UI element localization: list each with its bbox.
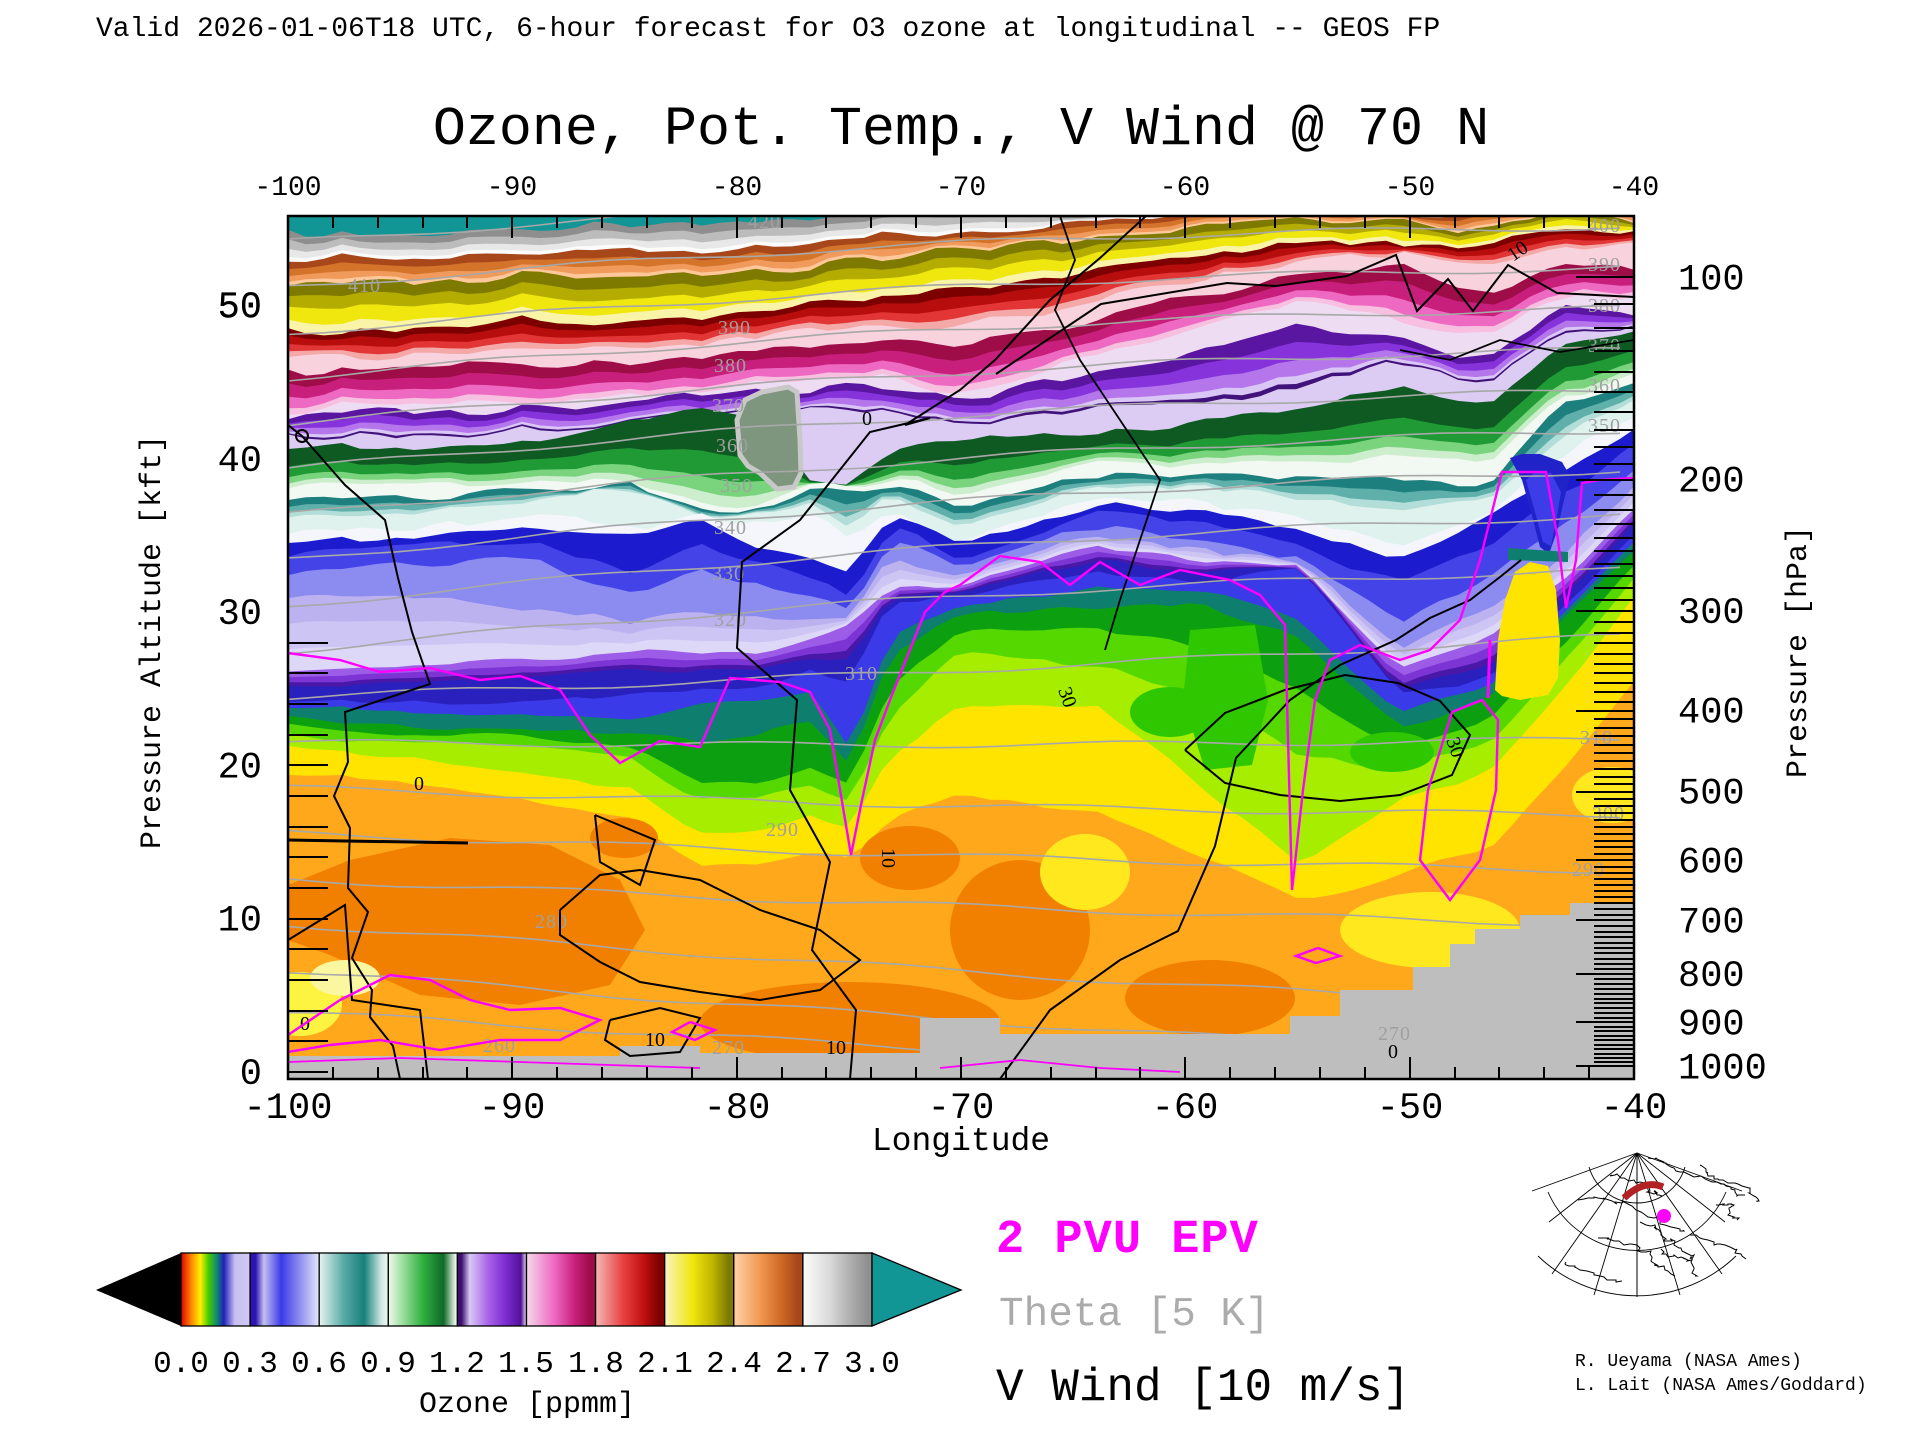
svg-text:-40: -40 xyxy=(1601,1088,1668,1130)
svg-text:410: 410 xyxy=(348,275,381,297)
svg-text:Ozone [ppmm]: Ozone [ppmm] xyxy=(419,1388,635,1422)
svg-text:1.8: 1.8 xyxy=(568,1347,624,1382)
svg-text:-50: -50 xyxy=(1377,1088,1444,1130)
svg-text:380: 380 xyxy=(1588,295,1621,317)
svg-text:0.0: 0.0 xyxy=(153,1347,209,1382)
svg-text:L. Lait (NASA Ames/Goddard): L. Lait (NASA Ames/Goddard) xyxy=(1575,1376,1867,1396)
svg-text:390: 390 xyxy=(1588,254,1621,276)
svg-text:-60: -60 xyxy=(1160,173,1210,204)
svg-text:340: 340 xyxy=(714,517,747,539)
svg-text:Valid 2026-01-06T18 UTC, 6-hou: Valid 2026-01-06T18 UTC, 6-hour forecast… xyxy=(96,14,1440,45)
svg-text:3.0: 3.0 xyxy=(844,1347,900,1382)
svg-text:350: 350 xyxy=(720,475,753,497)
svg-text:50: 50 xyxy=(218,288,262,330)
svg-text:Longitude: Longitude xyxy=(872,1123,1050,1160)
svg-text:-70: -70 xyxy=(928,1088,995,1130)
svg-text:270: 270 xyxy=(1378,1023,1411,1045)
svg-text:10: 10 xyxy=(826,1037,846,1059)
svg-text:-100: -100 xyxy=(254,173,321,204)
svg-text:40: 40 xyxy=(218,441,262,483)
svg-text:0: 0 xyxy=(240,1054,262,1096)
svg-text:310: 310 xyxy=(845,663,878,685)
svg-text:0: 0 xyxy=(1388,1041,1398,1063)
svg-text:-40: -40 xyxy=(1609,173,1659,204)
svg-text:Theta [5 K]: Theta [5 K] xyxy=(999,1292,1270,1338)
svg-text:360: 360 xyxy=(716,435,749,457)
svg-text:330: 330 xyxy=(712,563,745,585)
svg-text:270: 270 xyxy=(712,1037,745,1059)
svg-text:Pressure Altitude [kft]: Pressure Altitude [kft] xyxy=(136,435,170,849)
svg-text:320: 320 xyxy=(714,609,747,631)
svg-text:2.4: 2.4 xyxy=(706,1347,762,1382)
svg-text:R. Ueyama (NASA Ames): R. Ueyama (NASA Ames) xyxy=(1575,1352,1802,1372)
svg-text:0.6: 0.6 xyxy=(291,1347,347,1382)
svg-text:280: 280 xyxy=(535,911,568,933)
svg-text:-80: -80 xyxy=(712,173,762,204)
svg-text:0: 0 xyxy=(862,408,872,430)
svg-text:-100: -100 xyxy=(244,1088,333,1130)
svg-text:290: 290 xyxy=(766,819,799,841)
svg-text:0.3: 0.3 xyxy=(222,1347,278,1382)
svg-text:310: 310 xyxy=(1580,727,1613,749)
svg-text:600: 600 xyxy=(1678,842,1745,884)
svg-text:10: 10 xyxy=(645,1029,665,1051)
svg-text:900: 900 xyxy=(1678,1004,1745,1046)
svg-text:350: 350 xyxy=(1588,415,1621,437)
svg-text:Pressure [hPa]: Pressure [hPa] xyxy=(1782,526,1816,778)
svg-text:1.2: 1.2 xyxy=(429,1347,485,1382)
svg-text:-90: -90 xyxy=(479,1088,546,1130)
svg-text:420: 420 xyxy=(748,211,781,233)
svg-text:700: 700 xyxy=(1678,902,1745,944)
svg-text:10: 10 xyxy=(877,848,899,868)
svg-text:10: 10 xyxy=(218,901,262,943)
svg-text:2.1: 2.1 xyxy=(637,1347,693,1382)
svg-text:390: 390 xyxy=(718,317,751,339)
svg-text:300: 300 xyxy=(1678,593,1745,635)
svg-text:370: 370 xyxy=(712,395,745,417)
svg-text:360: 360 xyxy=(1588,375,1621,397)
svg-text:200: 200 xyxy=(1678,462,1745,504)
svg-text:380: 380 xyxy=(714,355,747,377)
svg-text:-70: -70 xyxy=(936,173,986,204)
svg-text:Ozone, Pot. Temp., V Wind @ 70: Ozone, Pot. Temp., V Wind @ 70 N xyxy=(433,98,1489,161)
svg-text:-90: -90 xyxy=(487,173,537,204)
svg-text:2 PVU EPV: 2 PVU EPV xyxy=(996,1214,1259,1267)
svg-text:0: 0 xyxy=(414,773,424,795)
svg-text:290: 290 xyxy=(1572,859,1605,881)
svg-text:400: 400 xyxy=(1588,215,1621,237)
svg-text:20: 20 xyxy=(218,747,262,789)
svg-text:30: 30 xyxy=(218,594,262,636)
svg-text:V Wind [10 m/s]: V Wind [10 m/s] xyxy=(996,1362,1410,1414)
svg-text:2.7: 2.7 xyxy=(775,1347,831,1382)
svg-text:800: 800 xyxy=(1678,956,1745,998)
svg-text:1000: 1000 xyxy=(1678,1048,1767,1090)
svg-text:50: 50 xyxy=(218,287,262,329)
svg-text:-80: -80 xyxy=(704,1088,771,1130)
svg-text:-60: -60 xyxy=(1152,1088,1219,1130)
svg-text:0.9: 0.9 xyxy=(360,1347,416,1382)
svg-text:1.5: 1.5 xyxy=(498,1347,554,1382)
svg-text:260: 260 xyxy=(483,1035,516,1057)
svg-text:-50: -50 xyxy=(1385,173,1435,204)
svg-text:100: 100 xyxy=(1678,259,1745,301)
svg-text:400: 400 xyxy=(1678,693,1745,735)
svg-text:500: 500 xyxy=(1678,774,1745,816)
